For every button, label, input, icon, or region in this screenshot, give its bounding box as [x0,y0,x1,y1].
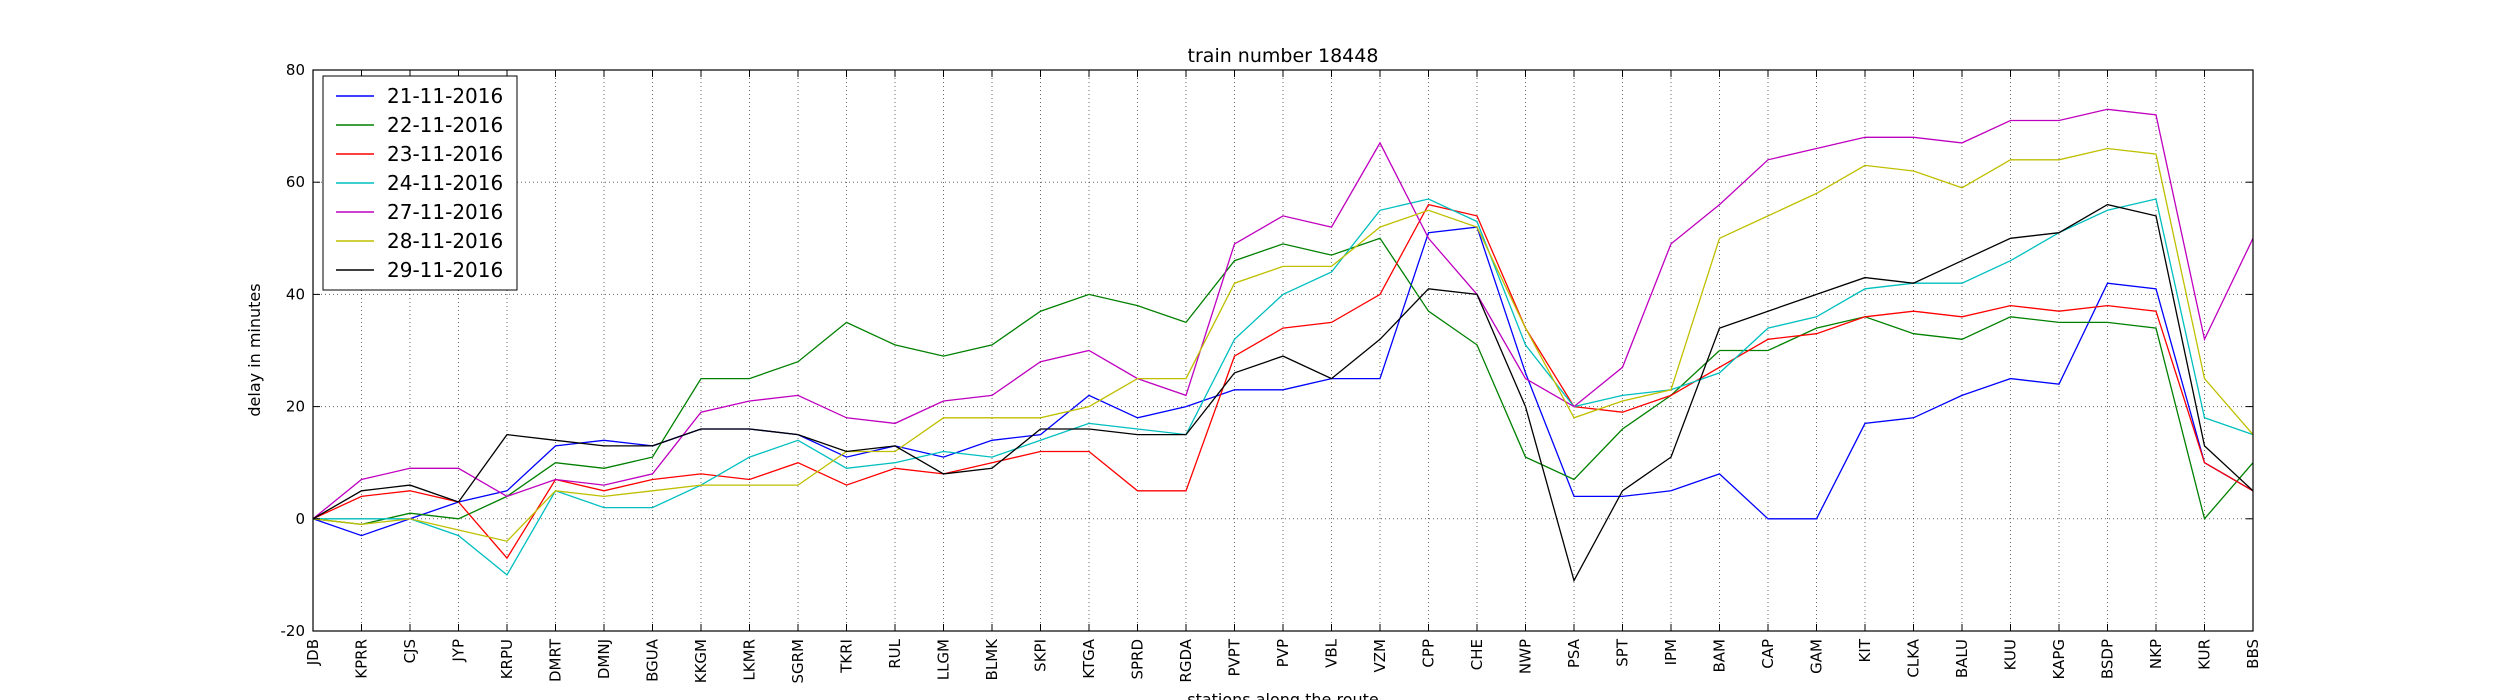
x-tick-label: LLGM [935,639,953,680]
chart-title: train number 18448 [1188,45,1379,67]
series-line [312,226,2254,537]
x-tick-label: CJS [401,639,419,663]
x-tick-label: KTGA [1080,638,1098,678]
x-tick-label: CLKA [1905,638,1923,677]
series-line [313,198,2254,576]
x-tick-label: SGRM [789,639,807,684]
x-tick-label: SPT [1614,638,1632,667]
legend-label: 28-11-2016 [387,229,503,253]
x-tick-label: BLMK [983,638,1001,681]
x-tick-label: KUR [2196,639,2214,670]
y-tick-label: -20 [281,622,306,640]
x-tick-label: BBS [2244,639,2262,669]
x-tick-label: SKPI [1032,639,1050,672]
x-tick-label: CHE [1468,639,1486,670]
x-tick-label: KIT [1856,638,1874,662]
x-axis-label: stations along the route [1187,690,1379,700]
x-tick-label: RGDA [1177,638,1195,682]
series-line [312,147,2254,542]
x-tick-label: NWP [1517,639,1535,674]
series-layer [312,108,2254,583]
y-tick-label: 20 [286,398,305,416]
x-tick-label: JDB [304,639,322,666]
x-tick-label: SPRD [1129,639,1147,680]
legend-label: 27-11-2016 [387,200,503,224]
x-tick-label: KPRR [353,639,371,679]
x-tick-label: KKGM [692,639,710,683]
series-line [312,203,2254,560]
y-tick-label: 40 [286,285,305,303]
x-tick-label: CPP [1420,639,1438,668]
x-tick-label: KRPU [498,639,516,679]
series-line [312,108,2254,520]
x-tick-label: KAPG [2050,639,2068,680]
y-tick-label: 60 [286,173,305,191]
x-tick-label: PVP [1274,639,1292,667]
legend-label: 23-11-2016 [387,142,503,166]
grid [312,69,2254,632]
x-tick-label: PSA [1565,638,1583,668]
x-tick-label: BSDP [2099,639,2117,679]
x-tick-label: NKP [2147,639,2165,669]
x-tick-label: VBL [1323,638,1341,668]
x-tick-label: DMRT [547,638,565,682]
x-tick-label: PVPT [1226,638,1244,676]
x-tick-label: JYP [450,639,468,663]
legend-label: 24-11-2016 [387,171,503,195]
x-axis: JDB KPRR CJS JYP KRPU DMRT DMNJ BGUA KKGM LKMR SGR… [304,70,2262,684]
x-tick-label: DMNJ [595,639,613,679]
y-tick-label: 80 [286,61,305,79]
x-tick-label: TKRI [838,639,856,674]
x-tick-label: KUU [2002,639,2020,670]
y-tick-label: 0 [295,510,305,528]
x-tick-label: RUL [886,638,904,668]
y-axis-label: delay in minutes [245,283,264,416]
legend-label: 21-11-2016 [387,84,503,108]
legend-label: 29-11-2016 [387,258,503,282]
x-tick-label: IPM [1662,639,1680,665]
series-line [312,237,2254,526]
x-tick-label: BALU [1953,639,1971,678]
legend: 21-11-2016 22-11-2016 23-11-2016 24-11-2016… [322,75,518,291]
x-tick-label: BGUA [644,638,662,682]
x-tick-label: BAM [1711,639,1729,673]
x-tick-label: VZM [1371,639,1389,672]
series-line [312,203,2254,583]
y-axis: -20 0 20 40 60 80 [281,61,2253,640]
legend-label: 22-11-2016 [387,113,503,137]
x-tick-label: CAP [1759,639,1777,669]
x-tick-label: LKMR [741,639,759,681]
x-tick-label: GAM [1808,639,1826,674]
